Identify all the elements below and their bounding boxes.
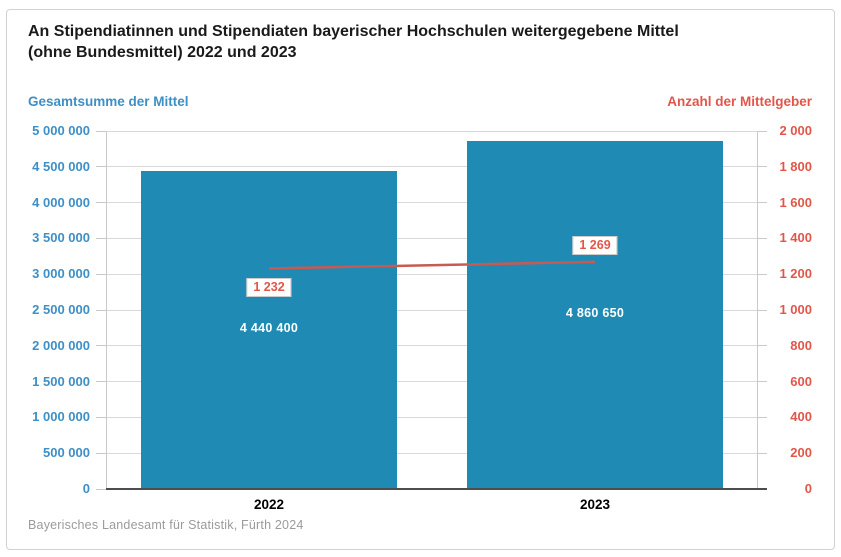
left-tick-mark <box>96 488 106 490</box>
left-tick-mark <box>96 237 106 239</box>
line-point-label-2023: 1 269 <box>572 235 618 255</box>
right-tick-mark <box>758 202 767 204</box>
right-tick-mark <box>758 345 767 347</box>
right-axis-tick-label: 1 200 <box>779 266 812 282</box>
left-tick-mark <box>96 202 106 204</box>
left-tick-mark <box>96 130 106 132</box>
gridline <box>106 237 758 239</box>
left-axis-tick-label: 5 000 000 <box>32 123 90 138</box>
right-axis-tick-label: 200 <box>790 445 812 461</box>
right-tick-mark <box>758 130 767 132</box>
right-tick-mark <box>758 381 767 383</box>
left-tick-mark <box>96 381 106 383</box>
left-tick-mark <box>96 273 106 275</box>
x-axis-line <box>106 488 767 490</box>
gridline <box>106 345 758 347</box>
gridline <box>106 273 758 275</box>
gridline <box>106 202 758 204</box>
bar-value-label-2023: 4 860 650 <box>565 305 625 320</box>
x-axis-label-2023: 2023 <box>579 497 611 512</box>
chart-title: An Stipendiatinnen und Stipendiaten baye… <box>28 21 808 63</box>
right-axis-tick-label: 400 <box>790 409 812 425</box>
gridline <box>106 166 758 168</box>
right-axis-line <box>757 131 758 489</box>
right-axis-tick-label: 1 400 <box>779 230 812 246</box>
left-tick-mark <box>96 416 106 418</box>
right-tick-mark <box>758 452 767 454</box>
gridline <box>106 130 758 132</box>
line-point-label-2022: 1 232 <box>246 278 292 298</box>
gridline <box>106 381 758 383</box>
right-tick-mark <box>758 309 767 311</box>
left-axis-tick-label: 1 000 000 <box>32 409 90 425</box>
left-axis-tick-label: 2 000 000 <box>32 337 90 353</box>
left-axis-tick-label: 1 500 000 <box>32 373 90 389</box>
gridline <box>106 309 758 311</box>
gridline <box>106 416 758 418</box>
left-axis-tick-label: 4 500 000 <box>32 158 90 174</box>
bar-2022 <box>141 171 397 489</box>
left-axis-line <box>106 131 107 489</box>
x-axis-label-2022: 2022 <box>253 497 285 512</box>
right-axis-tick-label: 1 800 <box>779 158 812 174</box>
left-axis-tick-label: 4 000 000 <box>32 194 90 210</box>
chart-title-line1: An Stipendiatinnen und Stipendiaten baye… <box>28 23 679 40</box>
right-tick-mark <box>758 273 767 275</box>
left-axis-tick-label: 2 500 000 <box>32 302 90 317</box>
left-tick-mark <box>96 345 106 347</box>
right-tick-mark <box>758 166 767 168</box>
right-axis-tick-label: 800 <box>790 337 812 353</box>
bar-2023 <box>467 140 723 489</box>
right-tick-mark <box>758 416 767 418</box>
chart-title-line2: (ohne Bundesmittel) 2022 und 2023 <box>28 44 297 61</box>
right-axis-tick-label: 2 000 <box>779 123 812 138</box>
right-axis-tick-label: 1 000 <box>779 302 812 317</box>
left-axis-tick-label: 3 000 000 <box>32 266 90 282</box>
right-tick-mark <box>758 237 767 239</box>
left-axis-title: Gesamtsumme der Mittel <box>28 94 189 109</box>
gridline <box>106 452 758 454</box>
left-tick-mark <box>96 166 106 168</box>
right-axis-tick-label: 1 600 <box>779 194 812 210</box>
bar-value-label-2022: 4 440 400 <box>239 321 299 336</box>
left-axis-tick-label: 0 <box>82 481 90 496</box>
right-axis-title: Anzahl der Mittelgeber <box>667 94 812 109</box>
right-axis-tick-label: 600 <box>790 373 812 389</box>
right-axis-tick-label: 0 <box>804 481 812 496</box>
source-note: Bayerisches Landesamt für Statistik, Für… <box>28 518 304 532</box>
left-tick-mark <box>96 452 106 454</box>
left-tick-mark <box>96 309 106 311</box>
left-axis-tick-label: 3 500 000 <box>32 230 90 246</box>
left-axis-tick-label: 500 000 <box>43 445 90 461</box>
